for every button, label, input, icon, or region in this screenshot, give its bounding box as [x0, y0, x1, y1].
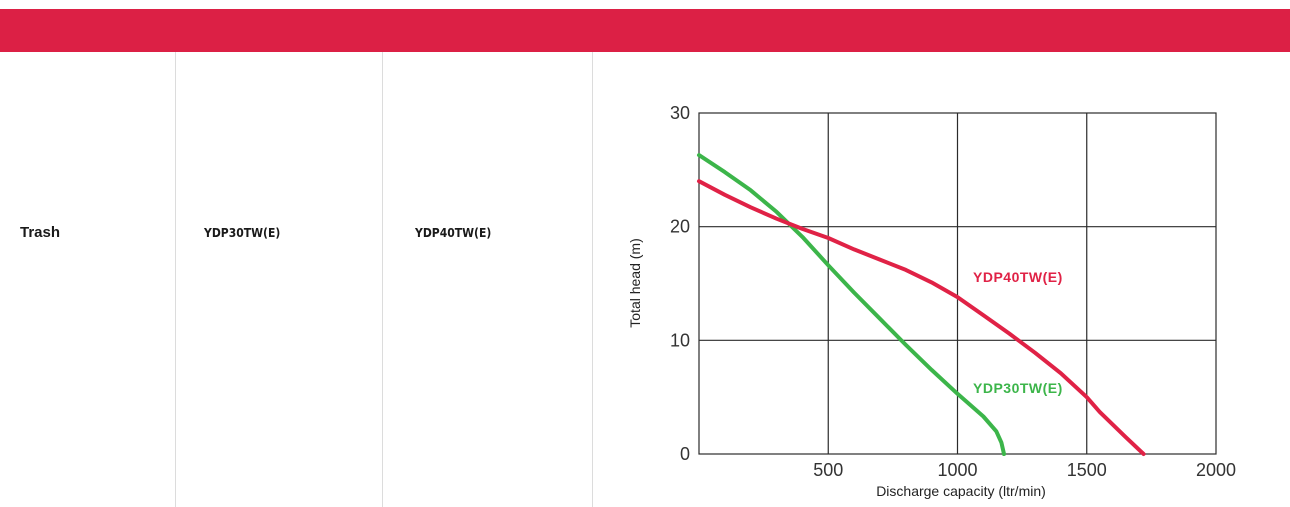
- chart-curves: [697, 153, 1146, 456]
- column-divider: [382, 52, 383, 507]
- column-divider: [592, 52, 593, 507]
- series-label-ydp40: YDP40TW(E): [973, 269, 1063, 285]
- model-cell-1: YDP30TW(E): [204, 226, 281, 240]
- series-line-1: [697, 153, 1006, 456]
- table-header-bar: [0, 9, 1290, 52]
- series-line-2: [697, 179, 1146, 456]
- performance-chart: 500 1000 1500 2000 0 10 20 30 YDP30TW(E) YDP40T…: [627, 103, 1236, 499]
- y-tick-label: 30: [670, 103, 690, 123]
- x-tick-label: 2000: [1196, 460, 1236, 480]
- x-tick-label: 1500: [1067, 460, 1107, 480]
- chart-grid: [698, 112, 1217, 455]
- y-tick-label: 10: [670, 330, 690, 350]
- y-axis-title: Total head (m): [627, 238, 643, 327]
- chart-ticks: 500 1000 1500 2000 0 10 20 30: [670, 103, 1236, 480]
- y-tick-label: 0: [680, 444, 690, 464]
- model-cell-2: YDP40TW(E): [415, 226, 492, 240]
- pump-type-cell: Trash: [20, 224, 61, 241]
- column-divider: [175, 52, 176, 507]
- y-tick-label: 20: [670, 217, 690, 237]
- x-tick-label: 500: [813, 460, 843, 480]
- x-tick-label: 1000: [937, 460, 977, 480]
- x-axis-title: Discharge capacity (ltr/min): [876, 483, 1046, 499]
- series-label-ydp30: YDP30TW(E): [973, 380, 1063, 396]
